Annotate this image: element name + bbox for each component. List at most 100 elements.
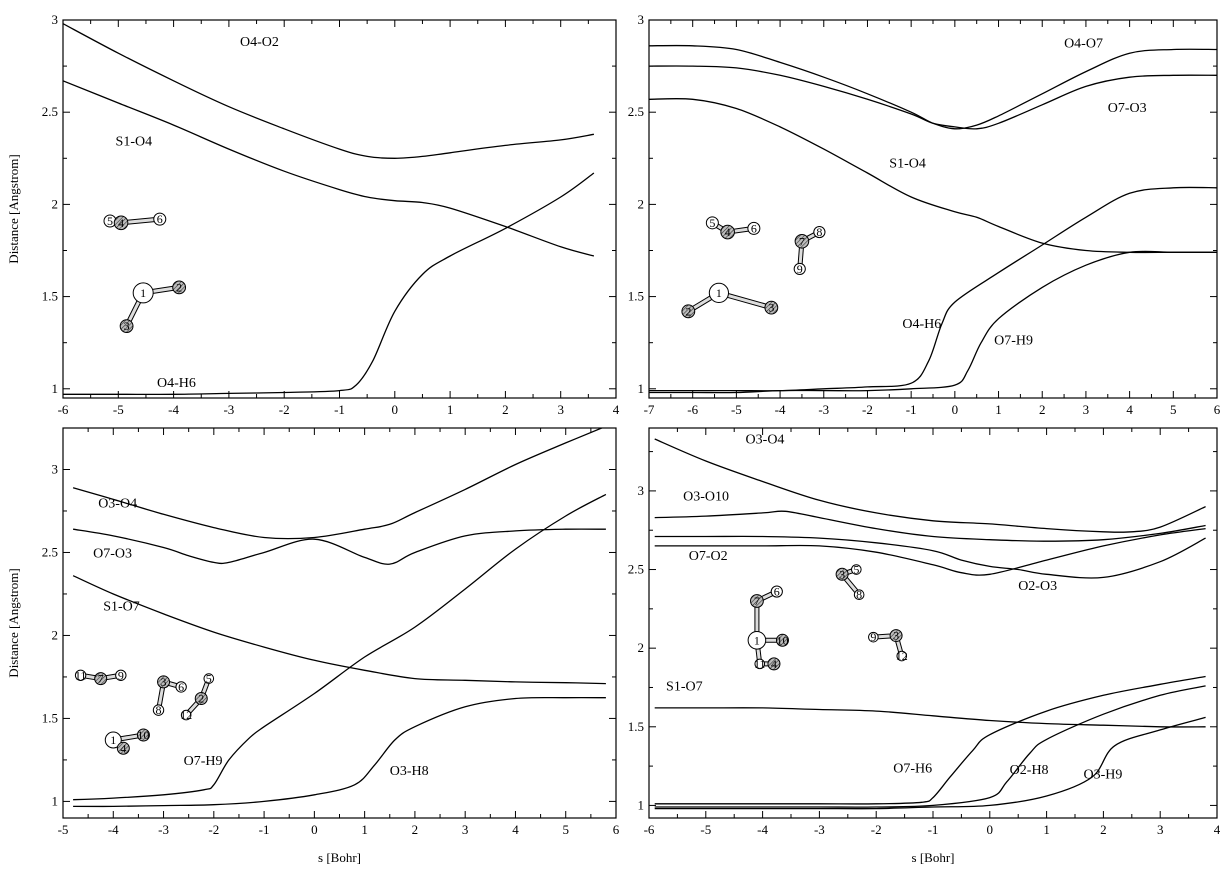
x-tick-label: 1 [1043,822,1050,837]
x-tick-label: 0 [952,402,959,417]
curve-label-o3-h9: O3-H9 [1084,768,1123,783]
series-line-o7-o3 [72,528,606,565]
atom-label-6: 6 [157,212,163,226]
atom-label-12: 12 [180,708,192,722]
series-line-o7-o3 [649,65,1217,130]
series-line-o2-h8 [654,685,1206,808]
chart-panel-2: -7 -6 -5 -4 -3 -2 -1 0 1 2 3 4 5 611.522.53O4-O7O7-O3… [628,12,1220,417]
x-tick-label: 2 [412,822,419,837]
atom-label-8: 8 [856,588,862,602]
x-tick-label: 0 [987,822,994,837]
x-tick-label: -4 [775,402,786,417]
plot-frame [62,427,617,819]
atom-4 [767,657,781,671]
atom-label-7: 7 [754,594,760,608]
x-tick-label: -1 [928,822,939,837]
atom-label-1: 1 [110,733,116,747]
curve-label-o4-h6: O4-H6 [902,317,941,332]
series-line-o3-h9 [654,716,1206,810]
atom-5 [203,673,215,684]
atom-12 [896,650,908,662]
curve-label-o4-o7: O4-O7 [1064,37,1103,52]
y-tick-label: 1.5 [628,719,644,734]
x-tick-label: -1 [906,402,917,417]
molecule-inset: 54 6 78 9 2 1 3 [681,216,826,318]
x-tick-label: -7 [644,402,655,417]
atom-label-3: 3 [893,629,899,643]
series-line-o7-h9 [73,493,607,801]
atom-label-4: 4 [118,216,124,230]
y-tick-label: 2 [638,640,645,655]
x-tick-label: -4 [757,822,768,837]
curve-label-o3-o10: O3-O10 [683,489,729,504]
atom-label-5: 5 [206,672,212,686]
x-tick-label: 5 [1170,402,1177,417]
x-tick-label: 1 [361,822,368,837]
curve-label-o3-h8: O3-H8 [390,764,429,779]
atom-1 [132,282,154,304]
x-tick-label: 4 [512,822,519,837]
series-line-s1-o7 [72,575,606,685]
x-tick-label: -3 [223,402,234,417]
x-tick-label: 3 [557,402,564,417]
atom-label-4: 4 [771,657,777,671]
curve-label-o4-h6: O4-H6 [157,376,196,391]
atom-label-10: 10 [776,633,788,647]
atom-label-4: 4 [120,741,126,755]
atom-3 [835,567,849,581]
atom-11 [754,658,766,670]
x-tick-label: 3 [1083,402,1090,417]
atom-label-6: 6 [751,221,757,235]
curve-label-s1-o7: S1-O7 [666,680,703,695]
atom-label-2: 2 [176,280,182,294]
series-line-s1-o4 [63,80,595,257]
atom-7 [794,233,810,249]
curve-label-o7-h6: O7-H6 [893,761,932,776]
atom-label-5: 5 [853,563,859,577]
atom-3 [157,675,171,689]
curve-label-o2-h8: O2-H8 [1010,763,1049,778]
curve-label-s1-o7: S1-O7 [103,600,140,615]
series-line-o7-h9 [649,250,1217,394]
atom-1 [747,630,767,650]
curve-label-o3-o4: O3-O4 [98,497,137,512]
y-tick-label: 1 [638,381,645,396]
atom-label-3: 3 [768,301,774,315]
atom-2 [194,692,208,706]
curve-label-o7-h9: O7-H9 [184,754,223,769]
y-tick-label: 2.5 [628,104,644,119]
x-tick-label: -6 [687,402,698,417]
curve-label-o7-h9: O7-H9 [994,334,1033,349]
atom-label-3: 3 [161,675,167,689]
y-tick-label: 1.5 [42,289,58,304]
atom-4 [116,741,130,755]
atom-label-9: 9 [870,630,876,644]
x-tick-label: 3 [462,822,469,837]
curve-label-o4-o2: O4-O2 [240,35,279,50]
atom-label-5: 5 [107,214,113,228]
y-tick-label: 2 [638,196,645,211]
atom-label-1: 1 [716,286,722,300]
atom-1 [708,282,730,303]
atom-label-12: 12 [896,649,908,663]
atom-8 [853,589,865,600]
curve-label-o2-o3: O2-O3 [1018,579,1057,594]
molecule-inset: 5 4 6 1 2 3 [103,212,187,333]
atom-11 [74,669,87,681]
atom-label-4: 4 [725,225,731,239]
x-tick-label: -4 [108,822,119,837]
x-tick-label: -3 [814,822,825,837]
atom-label-9: 9 [797,262,803,276]
series-line-o4-h6 [649,186,1217,392]
curve-label-o7-o3: O7-O3 [1108,101,1147,116]
y-tick-label: 1.5 [42,710,58,725]
x-tick-label: 5 [562,822,569,837]
atom-label-7: 7 [98,672,104,686]
atom-3 [764,300,779,315]
atom-4 [113,215,129,231]
y-tick-label: 2 [52,627,59,642]
x-tick-label: -3 [158,822,169,837]
series-line-o7-h6 [654,675,1206,805]
